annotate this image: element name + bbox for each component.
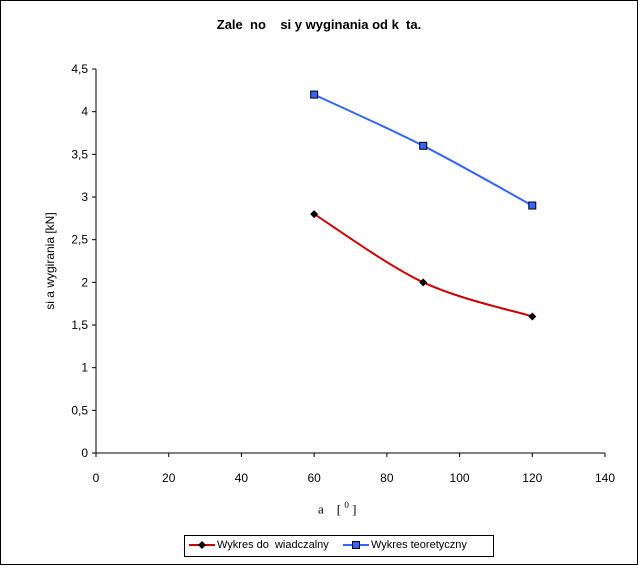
y-tick-label: 0,5 bbox=[71, 403, 88, 417]
x-tick-label: 80 bbox=[380, 471, 394, 485]
x-tick-label: 40 bbox=[235, 471, 249, 485]
data-point-1 bbox=[528, 201, 537, 210]
y-tick-label: 2,5 bbox=[71, 233, 88, 247]
x-axis-label: a [ 0 ] bbox=[318, 500, 357, 517]
legend-swatch-experimental bbox=[189, 539, 215, 551]
y-tick-label: 4,5 bbox=[71, 62, 88, 76]
chart-legend: Wykres do wiadczalny Wykres teoretyczny bbox=[184, 535, 494, 557]
x-tick-label: 60 bbox=[307, 471, 321, 485]
y-tick-label: 2 bbox=[81, 275, 88, 289]
legend-label-experimental: Wykres do wiadczalny bbox=[217, 539, 329, 551]
y-tick-label: 3,5 bbox=[71, 147, 88, 161]
x-tick-label: 0 bbox=[93, 471, 100, 485]
y-tick-label: 1,5 bbox=[71, 318, 88, 332]
series-line-1 bbox=[313, 93, 533, 207]
legend-swatch-theoretical bbox=[343, 539, 369, 551]
chart-title: Zale no si y wyginania od k ta. bbox=[216, 17, 422, 32]
data-point-0 bbox=[528, 312, 537, 321]
y-tick-label: 3 bbox=[81, 190, 88, 204]
data-point-0 bbox=[419, 278, 428, 287]
x-tick-label: 20 bbox=[162, 471, 176, 485]
data-point-0 bbox=[310, 210, 319, 219]
x-tick-label: 140 bbox=[595, 471, 615, 485]
x-tick-label: 100 bbox=[450, 471, 470, 485]
series-line-0 bbox=[313, 213, 533, 318]
data-point-1 bbox=[310, 90, 319, 99]
y-tick-label: 4 bbox=[81, 105, 88, 119]
legend-label-theoretical: Wykres teoretyczny bbox=[371, 539, 467, 551]
x-tick-label: 120 bbox=[522, 471, 542, 485]
legend-item-experimental: Wykres do wiadczalny bbox=[189, 539, 329, 551]
y-axis-label: si a wygirania [kN] bbox=[43, 212, 57, 309]
legend-item-theoretical: Wykres teoretyczny bbox=[343, 539, 467, 551]
y-tick-label: 0 bbox=[81, 446, 88, 460]
y-tick-label: 1 bbox=[81, 361, 88, 375]
data-point-1 bbox=[419, 141, 428, 150]
